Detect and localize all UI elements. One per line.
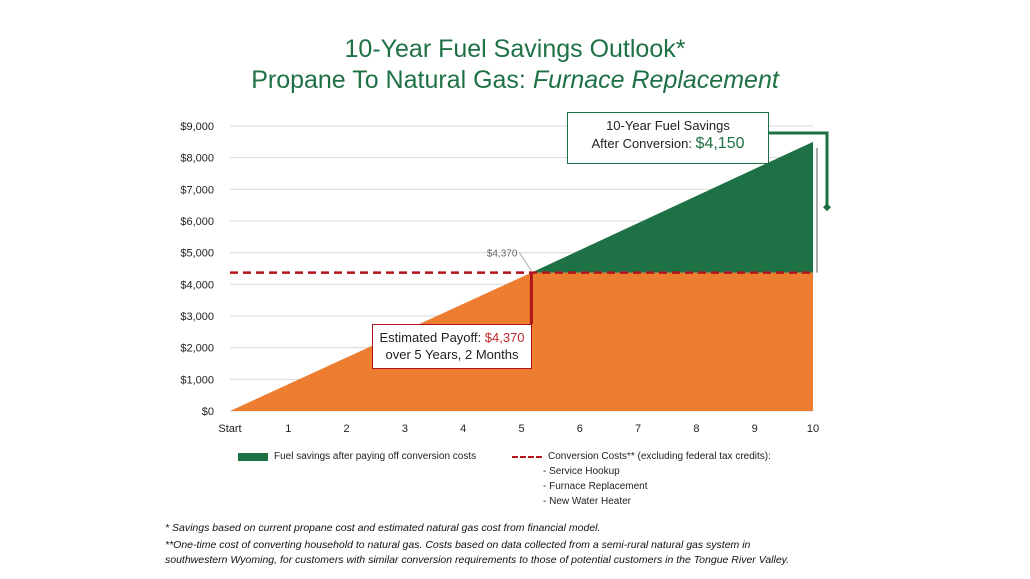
- payoff-callout-prefix: Estimated Payoff:: [379, 330, 485, 345]
- payoff-callout: Estimated Payoff: $4,370 over 5 Years, 2…: [372, 324, 532, 369]
- legend-item: - New Water Heater: [543, 496, 631, 507]
- y-tick-label: $9,000: [180, 121, 214, 133]
- y-tick-label: $3,000: [180, 311, 214, 323]
- x-tick-label: 9: [752, 423, 758, 435]
- y-tick-label: $0: [202, 406, 214, 418]
- legend-conversion: Conversion Costs** (excluding federal ta…: [512, 451, 771, 462]
- y-tick-label: $8,000: [180, 153, 214, 165]
- savings-callout-prefix: After Conversion:: [591, 136, 696, 151]
- x-tick-label: 10: [807, 423, 819, 435]
- y-tick-label: $2,000: [180, 343, 214, 355]
- x-axis: Start 1 2 3 4 5 6 7 8 9 10: [218, 423, 819, 435]
- legend-conversion-swatch: [512, 455, 542, 458]
- title-prefix: Propane To Natural Gas:: [251, 66, 533, 94]
- payoff-label-leader: [518, 252, 532, 271]
- payoff-callout-line2: over 5 Years, 2 Months: [385, 347, 519, 362]
- savings-callout-line1: 10-Year Fuel Savings: [606, 118, 730, 133]
- legend-savings: Fuel savings after paying off conversion…: [238, 451, 476, 462]
- payoff-data-label: $4,370: [487, 249, 518, 260]
- legend-savings-swatch: [238, 452, 268, 461]
- x-tick-label: 7: [635, 423, 641, 435]
- legend-conversion-label: Conversion Costs** (excluding federal ta…: [548, 451, 771, 462]
- y-tick-label: $7,000: [180, 184, 214, 196]
- x-tick-label: 5: [518, 423, 524, 435]
- title-italic: Furnace Replacement: [532, 66, 779, 94]
- legend-item: - Service Hookup: [543, 466, 620, 477]
- savings-callout: 10-Year Fuel Savings After Conversion: $…: [567, 112, 769, 164]
- footnote-2: **One-time cost of converting household …: [165, 539, 751, 551]
- y-axis: $0 $1,000 $2,000 $3,000 $4,000 $5,000 $6,000 $7…: [180, 121, 214, 418]
- y-tick-label: $5,000: [180, 248, 214, 260]
- x-tick-label: 4: [460, 423, 466, 435]
- x-tick-label: Start: [218, 423, 241, 435]
- y-tick-label: $4,000: [180, 279, 214, 291]
- y-tick-label: $1,000: [180, 374, 214, 386]
- legend-savings-label: Fuel savings after paying off conversion…: [274, 451, 477, 462]
- footnote-3: southwestern Wyoming, for customers with…: [165, 554, 790, 566]
- footnote-1: * Savings based on current propane cost …: [165, 522, 601, 534]
- x-tick-label: 3: [402, 423, 408, 435]
- x-tick-label: 2: [344, 423, 350, 435]
- chart-title-line2: Propane To Natural Gas: Furnace Replacem…: [0, 64, 1030, 96]
- fuel-savings-area: [531, 141, 813, 273]
- x-tick-label: 1: [285, 423, 291, 435]
- payoff-callout-value: $4,370: [484, 330, 525, 345]
- x-tick-label: 8: [693, 423, 699, 435]
- x-tick-label: 6: [577, 423, 583, 435]
- legend-item: - Furnace Replacement: [543, 481, 648, 492]
- chart-title-line1: 10-Year Fuel Savings Outlook*: [344, 35, 686, 63]
- savings-callout-connector: [768, 131, 829, 208]
- savings-connector-diamond: [823, 203, 831, 212]
- savings-callout-value: $4,150: [695, 135, 745, 152]
- y-tick-label: $6,000: [180, 216, 214, 228]
